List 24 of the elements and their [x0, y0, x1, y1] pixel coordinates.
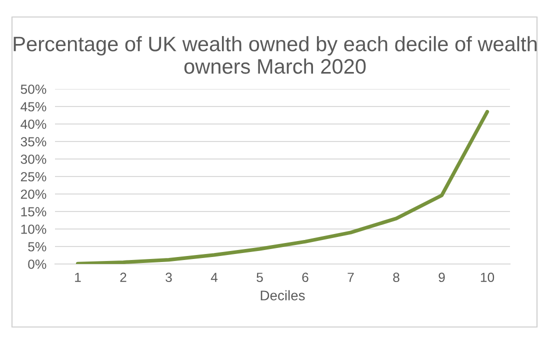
y-tick-label: 15% [21, 207, 46, 216]
y-tick-label: 30% [20, 154, 46, 164]
x-tick-label: 6 [302, 272, 308, 282]
x-tick-label: 3 [166, 272, 172, 282]
y-tick-label: 45% [20, 102, 46, 112]
y-tick-label: 50% [20, 84, 46, 94]
y-tick-label: 35% [20, 137, 46, 146]
y-tick-label: 5% [28, 242, 46, 252]
line-series [76, 110, 490, 264]
x-tick-label: 1 [75, 272, 81, 282]
y-tick-label: 40% [20, 120, 46, 129]
x-tick-label: 8 [393, 272, 400, 282]
y-tick-label: 25% [20, 172, 46, 182]
chart-title: Percentage of UK wealth owned by each decile of wealth owners March 2020 [14, 36, 537, 74]
x-tick-label: 10 [480, 272, 494, 282]
y-tick-label: 10% [21, 224, 46, 234]
y-tick-label: 20% [20, 190, 46, 199]
x-tick-label: 4 [210, 272, 218, 282]
x-tick-label: 2 [120, 272, 126, 282]
x-tick-label: 9 [438, 272, 445, 282]
y-tick-label: 0% [28, 260, 46, 269]
x-tick-label: 7 [348, 272, 354, 282]
x-tick-label: 5 [256, 272, 263, 282]
x-axis-title: Deciles [260, 290, 305, 300]
